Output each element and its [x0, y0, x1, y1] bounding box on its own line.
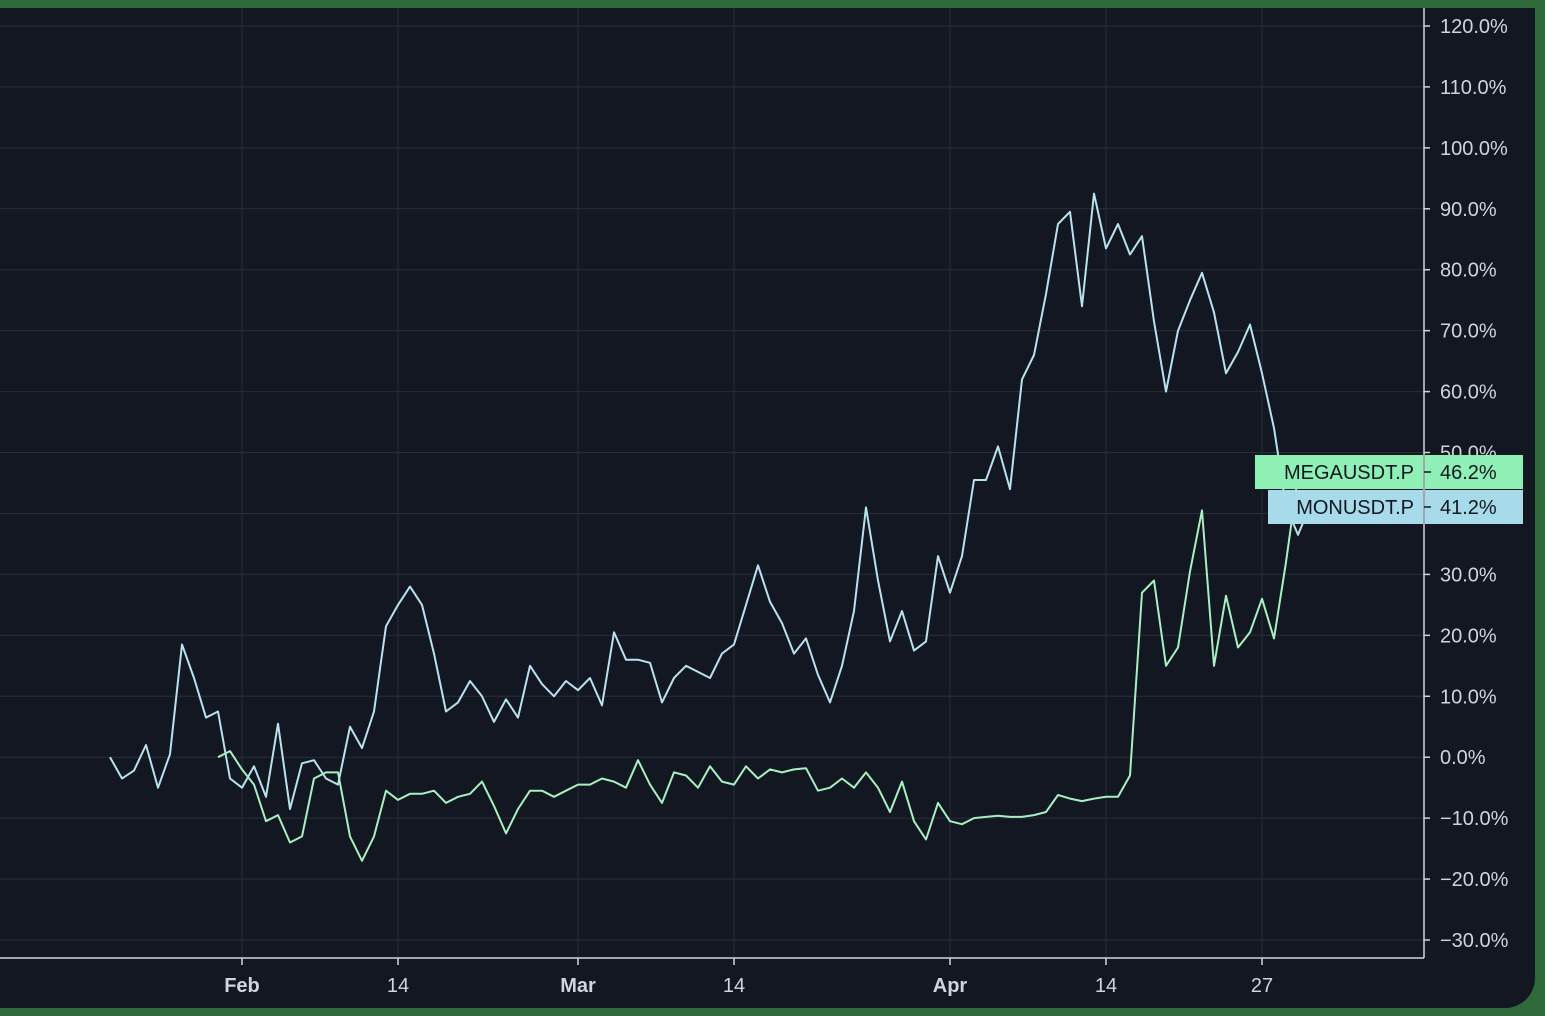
value-tag [1425, 455, 1523, 489]
y-tick-label: 70.0% [1440, 321, 1497, 343]
y-tick-label: −10.0% [1440, 808, 1509, 830]
y-tick-label: 30.0% [1440, 564, 1497, 586]
y-tick-label: 20.0% [1440, 625, 1497, 647]
series-name-label: MEGAUSDT.P [1284, 462, 1414, 484]
x-tick-label: 27 [1251, 975, 1273, 997]
axes [0, 8, 1425, 959]
series-layer [109, 192, 1311, 862]
last-value-tag-monusdt-p: MONUSDT.P 41.2% [1268, 490, 1523, 524]
y-tick-label: 60.0% [1440, 382, 1497, 404]
last-value-tag-megausdt-p: MEGAUSDT.P 46.2% [1255, 455, 1523, 489]
series-last-value: 46.2% [1440, 462, 1497, 484]
y-tick-label: 0.0% [1440, 747, 1486, 769]
y-tick-label: 100.0% [1440, 138, 1508, 160]
series-name-label: MONUSDT.P [1296, 497, 1414, 519]
grid [0, 8, 1424, 958]
series-line-megausdt-p [217, 475, 1299, 862]
y-tick-label: 10.0% [1440, 686, 1497, 708]
x-tick-label: 14 [387, 975, 409, 997]
y-tick-label: −20.0% [1440, 869, 1509, 891]
y-tick-label: 90.0% [1440, 199, 1497, 221]
series-name-tag [1255, 455, 1423, 489]
y-tick-label: 120.0% [1440, 16, 1508, 38]
y-tick-label: 80.0% [1440, 260, 1497, 282]
chart-panel: 120.0% 110.0% 100.0% 90.0% 80.0% 70.0% 60.0% 50… [0, 8, 1535, 1008]
value-tag [1425, 490, 1523, 524]
x-tick-label: Mar [560, 975, 596, 997]
x-tick-label: Apr [933, 975, 968, 997]
series-line-monusdt-p [109, 192, 1311, 810]
y-tick-label: −30.0% [1440, 930, 1509, 952]
series-name-tag [1268, 490, 1423, 524]
x-axis-ticks: Feb 14 Mar 14 Apr 14 27 [224, 958, 1273, 997]
x-tick-label: Feb [224, 975, 260, 997]
last-value-labels: MEGAUSDT.P 46.2% MONUSDT.P 41.2% [1255, 455, 1523, 524]
y-tick-label: 110.0% [1440, 77, 1507, 99]
x-tick-label: 14 [723, 975, 745, 997]
line-chart: 120.0%110.0%100.0%90.0%80.0%70.0%60.0%50… [0, 8, 1523, 997]
x-tick-label: 14 [1095, 975, 1117, 997]
y-axis-ticks: 120.0%110.0%100.0%90.0%80.0%70.0%60.0%50… [1424, 16, 1509, 952]
series-last-value: 41.2% [1440, 497, 1497, 519]
